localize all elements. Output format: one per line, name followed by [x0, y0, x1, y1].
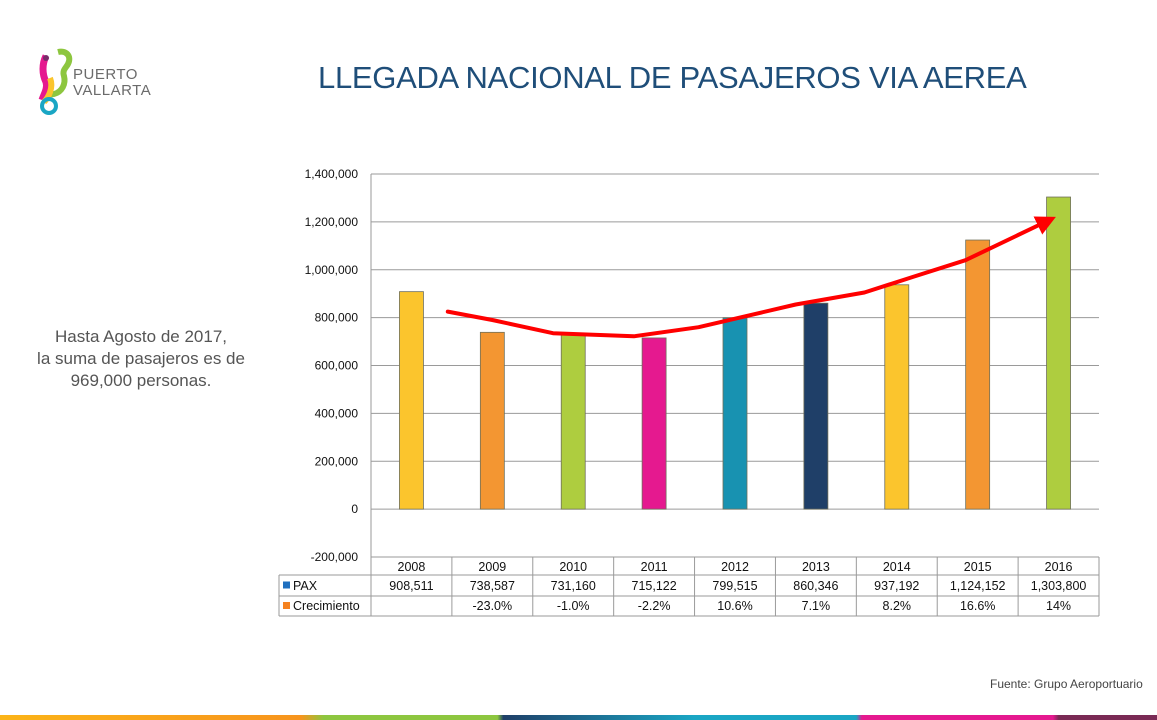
data-label: 908,511	[389, 579, 433, 593]
y-tick-label: 1,400,000	[305, 167, 359, 181]
seahorse-icon	[38, 48, 73, 115]
source-note: Fuente: Grupo Aeroportuario	[990, 677, 1143, 691]
data-label: 799,515	[712, 579, 757, 593]
x-tick-label: 2008	[398, 560, 426, 574]
bar-2010	[560, 333, 586, 510]
y-tick-label: -200,000	[311, 550, 359, 564]
data-label: 860,346	[793, 579, 838, 593]
x-tick-label: 2013	[802, 560, 830, 574]
summary-note: Hasta Agosto de 2017, la suma de pasajer…	[10, 326, 272, 392]
brand-color-bar	[0, 715, 1157, 720]
trend-line-group	[445, 216, 1056, 339]
data-table: 2008 2009 2010 2011 2012 2013 2014 2015 2016 PAX 9…	[278, 556, 1100, 617]
bar-2016	[1046, 196, 1071, 510]
y-tick-label: 0	[351, 502, 358, 516]
data-label: 14%	[1046, 599, 1071, 613]
summary-note-line-2: la suma de pasajeros es de	[37, 349, 245, 368]
bar-2014	[884, 284, 910, 510]
y-tick-label: 1,000,000	[305, 263, 359, 277]
bars	[399, 196, 1071, 510]
x-tick-label: 2010	[559, 560, 587, 574]
bar-2012	[722, 317, 748, 510]
data-label: 10.6%	[717, 599, 752, 613]
data-label: 8.2%	[883, 599, 912, 613]
data-label: 1,124,152	[950, 579, 1006, 593]
y-tick-label: 600,000	[315, 359, 359, 373]
data-label: 731,160	[551, 579, 596, 593]
legend-label: Crecimiento	[293, 599, 360, 613]
data-label: 1,303,800	[1031, 579, 1087, 593]
y-tick-label: 400,000	[315, 406, 359, 420]
data-label: 715,122	[632, 579, 677, 593]
x-tick-label: 2014	[883, 560, 911, 574]
data-label: -23.0%	[473, 599, 513, 613]
data-label: 937,192	[874, 579, 919, 593]
x-tick-label: 2015	[964, 560, 992, 574]
logo-text: PUERTO VALLARTA	[73, 67, 151, 99]
data-label: 16.6%	[960, 599, 995, 613]
data-label: 7.1%	[802, 599, 831, 613]
logo-line-2: VALLARTA	[73, 82, 152, 99]
bar-2011	[641, 337, 667, 510]
legend-swatch-pax	[283, 581, 290, 589]
summary-note-line-3: 969,000 personas.	[70, 371, 212, 390]
legend-label: PAX	[293, 579, 318, 593]
y-tick-label: 800,000	[315, 311, 359, 325]
data-label: -1.0%	[557, 599, 590, 613]
summary-note-line-1: Hasta Agosto de 2017,	[54, 327, 228, 346]
bar-2009	[479, 331, 505, 510]
logo-line-1: PUERTO	[73, 66, 138, 83]
data-label: -2.2%	[638, 599, 671, 613]
bar-2008	[399, 291, 424, 510]
bar-2015	[965, 239, 991, 510]
legend-swatch-crecimiento	[283, 602, 290, 609]
puerto-vallarta-logo: PUERTO VALLARTA	[36, 48, 176, 116]
bar-2013	[803, 302, 829, 510]
x-tick-label: 2012	[721, 560, 749, 574]
y-axis-ticks: -200,000 0 200,000 400,000 600,000 800,000 1,0…	[305, 167, 359, 564]
trend-arrow	[445, 216, 1056, 339]
page-title: LLEGADA NACIONAL DE PASAJEROS VIA AEREA	[318, 60, 1027, 95]
x-tick-label: 2016	[1045, 560, 1073, 574]
y-tick-label: 200,000	[315, 454, 359, 468]
x-tick-label: 2011	[641, 560, 668, 574]
y-tick-label: 1,200,000	[305, 215, 359, 229]
data-label: 738,587	[470, 579, 515, 593]
x-tick-label: 2009	[478, 560, 506, 574]
